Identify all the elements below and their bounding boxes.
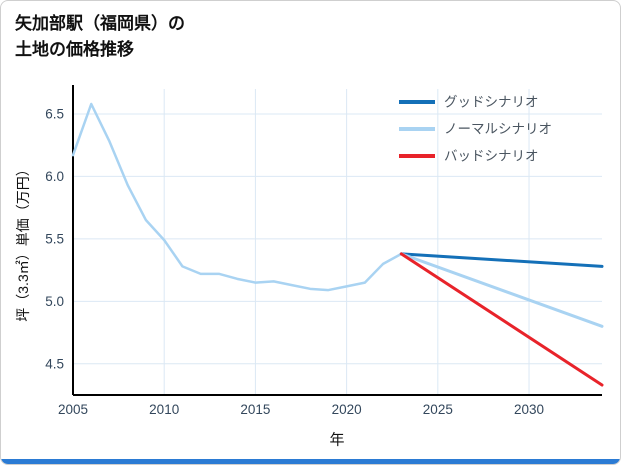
x-tick-label: 2015: [240, 402, 270, 417]
x-tick-label: 2005: [58, 402, 88, 417]
x-tick-label: 2010: [149, 402, 179, 417]
y-tick-label: 5.5: [45, 231, 64, 246]
series-line: [71, 102, 403, 292]
footer-accent-bar: [1, 459, 620, 464]
y-tick-label: 4.5: [45, 356, 64, 371]
y-tick-label: 6.0: [45, 169, 64, 184]
series-line: [399, 252, 604, 268]
legend-label: グッドシナリオ: [444, 95, 539, 110]
legend-label: バッドシナリオ: [444, 149, 539, 164]
x-tick-label: 2020: [332, 402, 362, 417]
x-axis-label: 年: [329, 431, 345, 449]
page-title-line1: 矢加部駅（福岡県）の: [15, 14, 185, 33]
y-tick-label: 6.5: [45, 106, 64, 121]
x-tick-label: 2030: [514, 402, 544, 417]
x-tick-label: 2025: [423, 402, 453, 417]
y-tick-label: 5.0: [45, 294, 64, 309]
series-line: [399, 252, 604, 387]
legend-label: ノーマルシナリオ: [444, 122, 552, 137]
y-axis-label: 坪（3.3㎡）単価（万円）: [15, 162, 31, 322]
page-title-line2: 土地の価格推移: [15, 39, 134, 59]
series-line: [399, 252, 604, 328]
page-title: 矢加部駅（福岡県）の 土地の価格推移: [15, 11, 185, 62]
